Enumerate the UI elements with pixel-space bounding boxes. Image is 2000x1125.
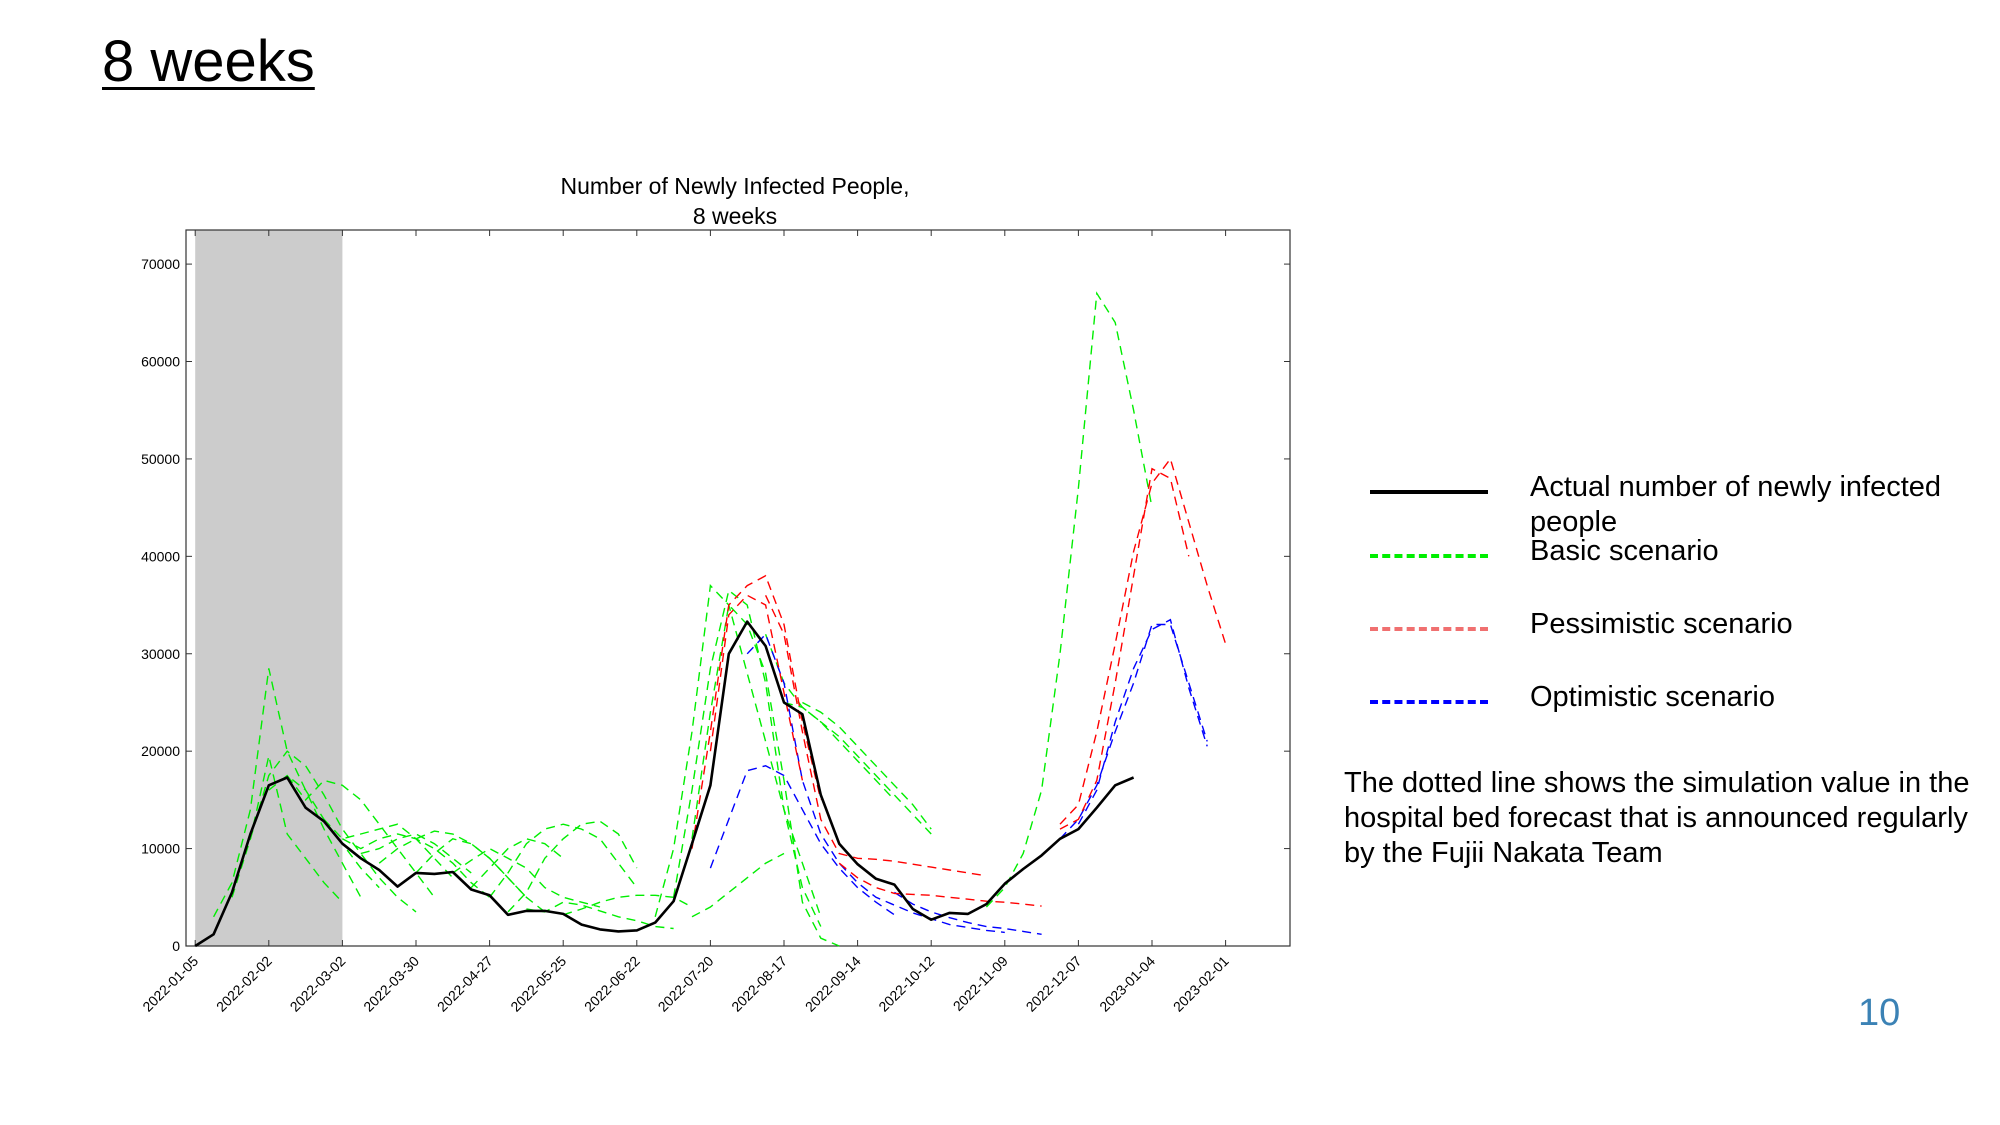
basic-scenario-line: [489, 823, 638, 898]
y-tick-label: 20000: [141, 743, 180, 759]
y-tick-label: 30000: [141, 646, 180, 662]
chart-title: 8 weeks: [693, 203, 777, 229]
chart-title: Number of Newly Infected People,: [560, 173, 909, 199]
slide-title: 8 weeks: [102, 29, 315, 94]
x-tick-label: 2022-01-05: [139, 953, 201, 1015]
x-tick-label: 2022-03-02: [287, 953, 349, 1015]
y-tick-label: 60000: [141, 354, 180, 370]
pessimistic-scenario-line: [1059, 457, 1227, 825]
basic-scenario-line: [286, 775, 435, 898]
x-tick-label: 2022-07-20: [655, 953, 717, 1015]
basic-scenario-line: [691, 603, 840, 947]
optimistic-scenario-line: [709, 765, 895, 916]
optimistic-scenario-line: [746, 633, 1005, 934]
plot-frame: [185, 229, 1291, 947]
x-tick-label: 2023-01-04: [1096, 953, 1158, 1015]
basic-scenario-line: [212, 668, 362, 918]
y-tick-label: 40000: [141, 548, 180, 564]
legend-swatch-actual: [1370, 490, 1488, 494]
x-tick-label: 2022-09-14: [802, 953, 864, 1015]
pessimistic-scenario-line: [691, 574, 822, 849]
legend-label-basic: Basic scenario: [1530, 535, 1719, 567]
basic-scenario-line: [342, 833, 491, 898]
optimistic-scenario-line: [1077, 618, 1208, 825]
page-number: 10: [1858, 992, 1901, 1034]
x-tick-label: 2022-11-09: [950, 953, 1011, 1014]
x-tick-label: 2022-05-25: [507, 953, 569, 1015]
y-tick-label: 10000: [141, 841, 180, 857]
legend-label-optimistic: Optimistic scenario: [1530, 681, 1775, 713]
optimistic-scenario-line: [1059, 623, 1208, 840]
basic-scenario-line: [452, 847, 601, 908]
x-tick-label: 2022-06-22: [581, 953, 643, 1015]
basic-scenario-line: [470, 838, 564, 889]
basic-scenario-line: [323, 818, 454, 879]
y-tick-label: 70000: [141, 256, 180, 272]
x-tick-label: 2022-08-17: [728, 953, 790, 1015]
basic-scenario-line: [985, 291, 1153, 908]
basic-scenario-line: [764, 634, 932, 835]
legend-label-pessimistic: Pessimistic scenario: [1530, 608, 1793, 640]
basic-scenario-line: [691, 852, 785, 918]
pessimistic-scenario-line: [764, 595, 987, 877]
pessimistic-scenario-line: [1059, 467, 1190, 830]
x-tick-label: 2022-03-30: [360, 953, 422, 1015]
basic-scenario-line: [783, 701, 895, 801]
pessimistic-scenario-line: [709, 594, 804, 781]
x-tick-label: 2022-12-07: [1023, 953, 1085, 1015]
x-tick-label: 2022-10-12: [875, 953, 937, 1015]
basic-scenario-line: [562, 894, 693, 916]
pessimistic-scenario-line: [838, 862, 1042, 907]
legend-label-actual: Actual number of newly infected people: [1530, 471, 1942, 538]
basic-scenario-line: [507, 820, 638, 913]
y-tick-label: 0: [172, 938, 180, 954]
shaded-region: [195, 230, 343, 946]
optimistic-scenario-line: [894, 891, 1042, 935]
basic-scenario-line: [672, 589, 822, 927]
simulation-note: The dotted line shows the simulation val…: [1344, 767, 1970, 869]
x-tick-label: 2022-04-27: [434, 953, 496, 1015]
basic-scenario-line: [360, 833, 472, 874]
basic-scenario-line: [249, 750, 417, 913]
legend-swatch-optimistic: [1370, 700, 1488, 704]
legend-swatch-pessimistic: [1370, 627, 1488, 631]
basic-scenario-line: [378, 830, 546, 913]
legend-swatch-basic: [1370, 554, 1488, 558]
actual-series-line: [194, 620, 1135, 948]
x-tick-label: 2023-02-01: [1170, 953, 1232, 1015]
y-tick-label: 50000: [141, 451, 180, 467]
x-tick-label: 2022-02-02: [213, 953, 275, 1015]
